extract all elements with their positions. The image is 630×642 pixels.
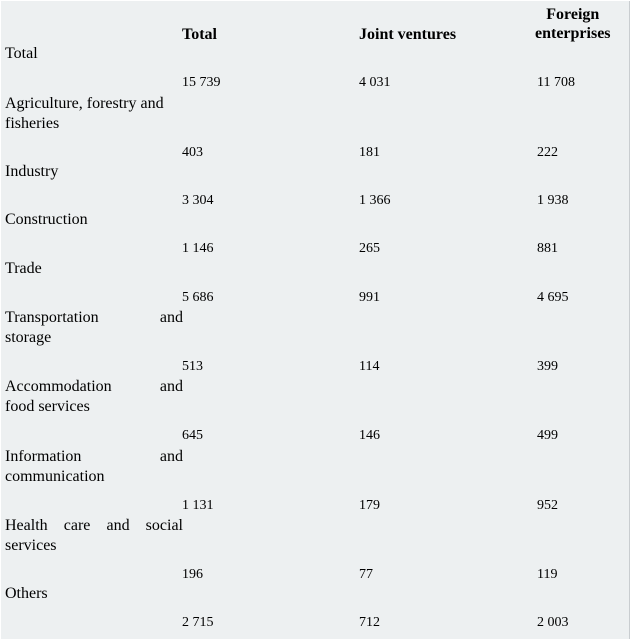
- row-label-construction: Construction: [5, 210, 183, 230]
- cell-accommodation-total: 645: [182, 428, 203, 443]
- cell-accommodation-foreign: 499: [537, 428, 558, 443]
- cell-health-care-total: 196: [182, 567, 203, 582]
- row-label-industry: Industry: [5, 162, 183, 182]
- header-foreign-line-1: Foreign: [546, 6, 600, 23]
- header-joint-ventures: Joint ventures: [359, 26, 457, 43]
- cell-trade-total: 5 686: [182, 290, 214, 305]
- row-label-line: food services: [5, 398, 90, 415]
- row-label-line: fisheries: [5, 115, 60, 132]
- cell-agriculture-total: 403: [182, 145, 203, 160]
- cell-industry-foreign: 1 938: [537, 193, 569, 208]
- cell-total-joint-ventures: 4 031: [359, 75, 391, 90]
- cell-trade-joint-ventures: 991: [359, 290, 380, 305]
- cell-construction-foreign: 881: [537, 241, 558, 256]
- row-label-trade: Trade: [5, 259, 183, 279]
- row-label-line: Industry: [5, 163, 59, 180]
- row-label-line: Trade: [5, 260, 42, 277]
- row-label-line: Others: [5, 585, 48, 602]
- cell-trade-foreign: 4 695: [537, 290, 569, 305]
- row-label-line: Agriculture, forestry and: [5, 95, 164, 112]
- row-label-line: communication: [5, 468, 105, 485]
- header-total: Total: [182, 26, 217, 43]
- row-label-line: Transportation and: [5, 309, 183, 326]
- row-label-line: Construction: [5, 211, 88, 228]
- cell-industry-total: 3 304: [182, 193, 214, 208]
- row-label-accommodation: Accommodation and food services: [5, 377, 183, 417]
- row-label-line: Accommodation and: [5, 378, 183, 395]
- row-label-line: storage: [5, 329, 52, 346]
- cell-construction-joint-ventures: 265: [359, 241, 380, 256]
- cell-industry-joint-ventures: 1 366: [359, 193, 391, 208]
- row-label-health-care: Health care and social services: [5, 516, 183, 556]
- cell-construction-total: 1 146: [182, 241, 214, 256]
- cell-information-foreign: 952: [537, 498, 558, 513]
- row-label-line: Health care and social: [5, 517, 183, 534]
- row-label-line: Information and: [5, 448, 183, 465]
- row-label-agriculture: Agriculture, forestry and fisheries: [5, 94, 183, 134]
- cell-accommodation-joint-ventures: 146: [359, 428, 380, 443]
- cell-others-foreign: 2 003: [537, 615, 569, 630]
- header-foreign-line-2: enterprises: [535, 25, 611, 42]
- row-label-line: Total: [5, 45, 38, 62]
- header-foreign-enterprises: Foreign enterprises: [535, 5, 611, 43]
- row-label-information: Information and communication: [5, 447, 183, 487]
- cell-agriculture-joint-ventures: 181: [359, 145, 380, 160]
- cell-information-joint-ventures: 179: [359, 498, 380, 513]
- cell-health-care-joint-ventures: 77: [359, 567, 373, 582]
- row-label-others: Others: [5, 584, 183, 604]
- cell-agriculture-foreign: 222: [537, 145, 558, 160]
- row-label-line: services: [5, 537, 57, 554]
- cell-transportation-joint-ventures: 114: [359, 359, 380, 374]
- cell-transportation-foreign: 399: [537, 359, 558, 374]
- row-label-transportation: Transportation and storage: [5, 308, 183, 348]
- cell-total-total: 15 739: [182, 75, 221, 90]
- cell-others-total: 2 715: [182, 615, 214, 630]
- row-label-total: Total: [5, 44, 183, 64]
- cell-others-joint-ventures: 712: [359, 615, 380, 630]
- cell-information-total: 1 131: [182, 498, 214, 513]
- cell-health-care-foreign: 119: [537, 567, 558, 582]
- cell-transportation-total: 513: [182, 359, 203, 374]
- cell-total-foreign: 11 708: [537, 75, 575, 90]
